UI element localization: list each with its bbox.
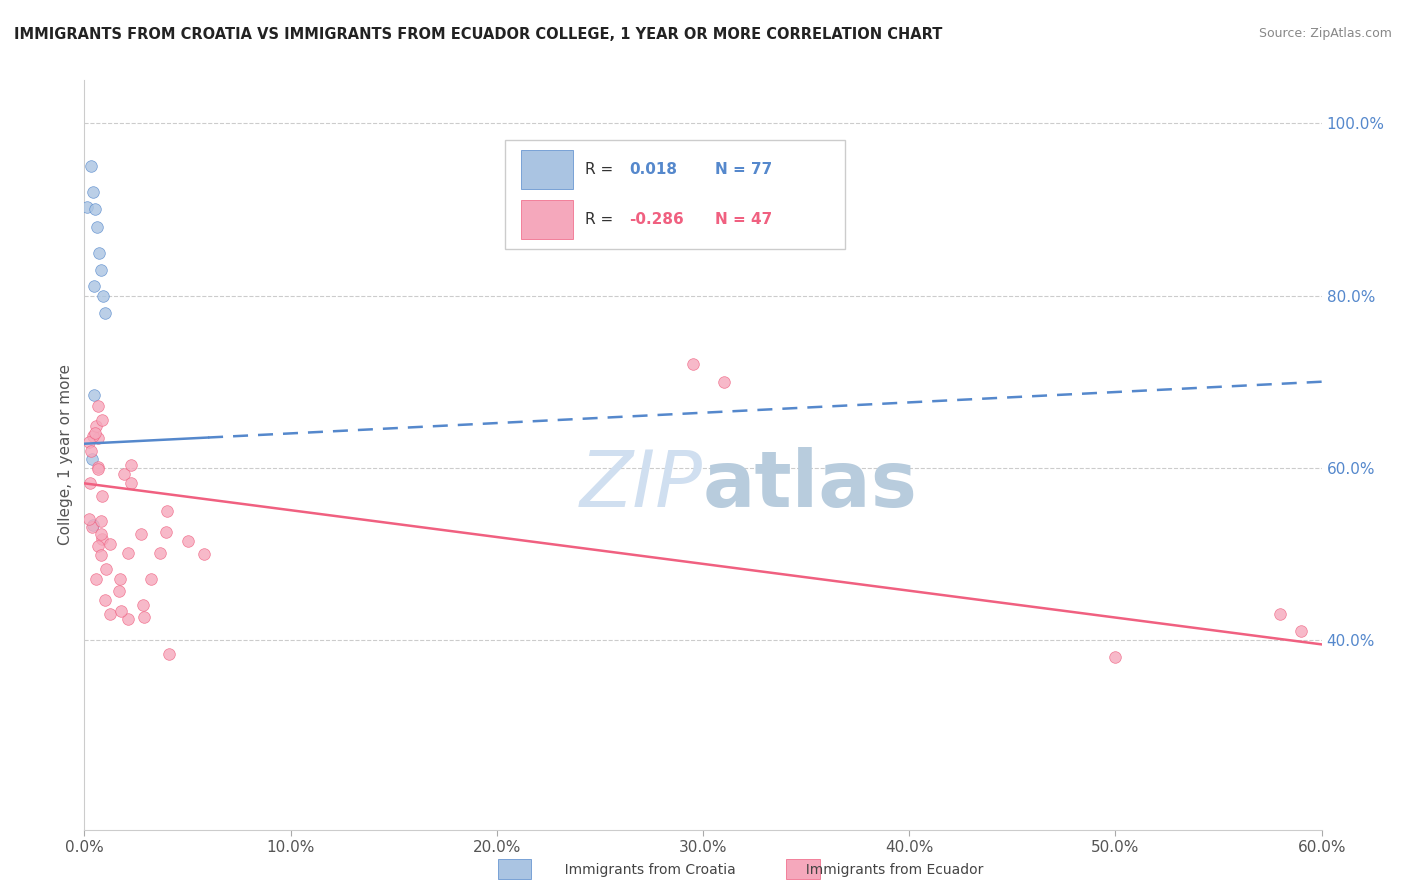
Text: -0.286: -0.286	[628, 212, 683, 227]
Point	[80, 451, 103, 466]
Point	[77, 434, 100, 449]
Point	[155, 524, 177, 539]
Point	[87, 462, 110, 476]
FancyBboxPatch shape	[522, 150, 574, 189]
Point	[87, 460, 110, 475]
Text: 0.018: 0.018	[628, 162, 676, 177]
Point	[1289, 624, 1312, 639]
FancyBboxPatch shape	[505, 140, 845, 249]
Point	[108, 572, 131, 586]
Point	[117, 611, 139, 625]
Point	[120, 458, 142, 473]
Point	[80, 444, 103, 458]
Point	[77, 512, 100, 526]
Point	[100, 607, 122, 622]
Point	[79, 476, 101, 491]
Point	[86, 219, 108, 234]
Text: ZIP: ZIP	[581, 447, 703, 523]
Point	[90, 514, 112, 528]
Point	[91, 412, 114, 426]
Point	[100, 537, 122, 551]
Point	[176, 534, 198, 549]
Point	[87, 431, 110, 445]
Point	[87, 245, 110, 260]
Text: Source: ZipAtlas.com: Source: ZipAtlas.com	[1258, 27, 1392, 40]
Point	[91, 288, 114, 302]
Point	[83, 279, 105, 293]
Text: atlas: atlas	[703, 447, 918, 523]
Point	[134, 610, 156, 624]
Point	[94, 562, 117, 576]
Point	[682, 358, 704, 372]
Y-axis label: College, 1 year or more: College, 1 year or more	[58, 365, 73, 545]
Point	[82, 429, 104, 443]
Point	[149, 547, 172, 561]
Point	[713, 375, 735, 389]
Point	[1270, 607, 1292, 622]
Point	[132, 599, 155, 613]
Point	[131, 526, 153, 541]
Point	[139, 572, 162, 586]
Point	[83, 425, 105, 440]
Point	[80, 520, 103, 534]
Point	[82, 186, 104, 200]
FancyBboxPatch shape	[522, 200, 574, 239]
Point	[83, 388, 105, 402]
Point	[83, 202, 105, 217]
Text: R =: R =	[585, 212, 613, 227]
Text: R =: R =	[585, 162, 613, 177]
Point	[84, 572, 107, 586]
Text: Immigrants from Croatia                Immigrants from Ecuador: Immigrants from Croatia Immigrants from …	[534, 863, 984, 877]
Point	[87, 399, 110, 413]
Point	[79, 160, 101, 174]
Point	[1104, 650, 1126, 665]
Point	[82, 517, 104, 532]
Point	[91, 490, 114, 504]
Point	[90, 532, 112, 546]
Point	[120, 476, 142, 491]
Point	[157, 647, 180, 661]
Text: N = 47: N = 47	[716, 212, 773, 227]
Text: IMMIGRANTS FROM CROATIA VS IMMIGRANTS FROM ECUADOR COLLEGE, 1 YEAR OR MORE CORRE: IMMIGRANTS FROM CROATIA VS IMMIGRANTS FR…	[14, 27, 942, 42]
Point	[156, 504, 179, 518]
Text: N = 77: N = 77	[716, 162, 773, 177]
Point	[193, 547, 215, 561]
Point	[90, 262, 112, 277]
Point	[112, 467, 135, 481]
Point	[94, 306, 117, 320]
Point	[86, 539, 108, 553]
Point	[90, 527, 112, 541]
Point	[90, 548, 112, 562]
Point	[117, 546, 139, 560]
Point	[110, 604, 132, 618]
Point	[84, 418, 107, 433]
Point	[108, 584, 131, 599]
Point	[94, 593, 117, 607]
Point	[76, 200, 98, 214]
